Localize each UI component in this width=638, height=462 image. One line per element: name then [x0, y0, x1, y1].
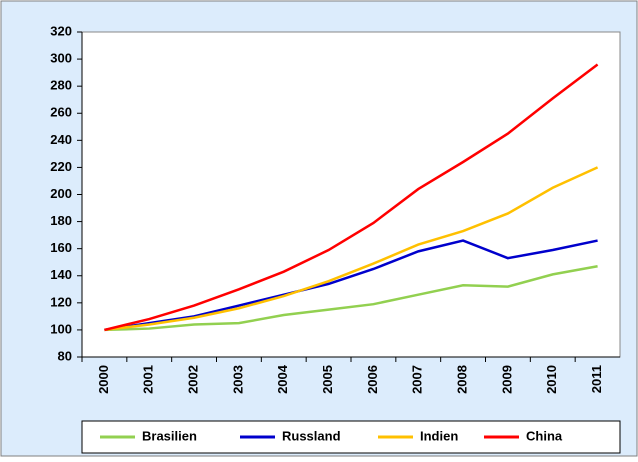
- legend-box: [81, 420, 621, 454]
- y-tick-label: 80: [58, 348, 72, 363]
- x-tick-label: 2006: [365, 365, 380, 394]
- x-tick-label: 2010: [544, 365, 559, 394]
- y-tick-label: 120: [50, 294, 72, 309]
- y-tick-label: 240: [50, 132, 72, 147]
- x-tick-label: 2002: [186, 365, 201, 394]
- x-tick-label: 2009: [499, 365, 514, 394]
- legend-label: Russland: [282, 428, 341, 443]
- y-tick-label: 100: [50, 321, 72, 336]
- y-tick-label: 220: [50, 159, 72, 174]
- x-tick-label: 2007: [410, 365, 425, 394]
- x-tick-label: 2001: [141, 365, 156, 394]
- x-tick-label: 2011: [589, 365, 604, 393]
- series-line: [104, 63, 599, 332]
- series-line: [104, 166, 599, 332]
- series-line: [104, 239, 598, 332]
- y-tick-label: 260: [50, 105, 72, 120]
- x-tick-label: 2005: [320, 365, 335, 394]
- legend-label: Brasilien: [142, 428, 197, 443]
- x-tick-label: 2003: [230, 365, 245, 394]
- y-tick-label: 300: [50, 51, 72, 66]
- series-line: [104, 265, 598, 332]
- legend-label: Indien: [420, 428, 458, 443]
- y-tick-label: 140: [50, 267, 72, 282]
- x-tick-label: 2000: [96, 365, 111, 394]
- x-tick-label: 2008: [455, 365, 470, 394]
- x-tick-label: 2004: [275, 364, 290, 394]
- plot-area: [81, 31, 621, 358]
- y-tick-label: 200: [50, 186, 72, 201]
- y-tick-label: 280: [50, 78, 72, 93]
- legend-label: China: [526, 428, 563, 443]
- y-tick-label: 160: [50, 240, 72, 255]
- y-tick-label: 180: [50, 213, 72, 228]
- y-tick-label: 320: [50, 23, 72, 38]
